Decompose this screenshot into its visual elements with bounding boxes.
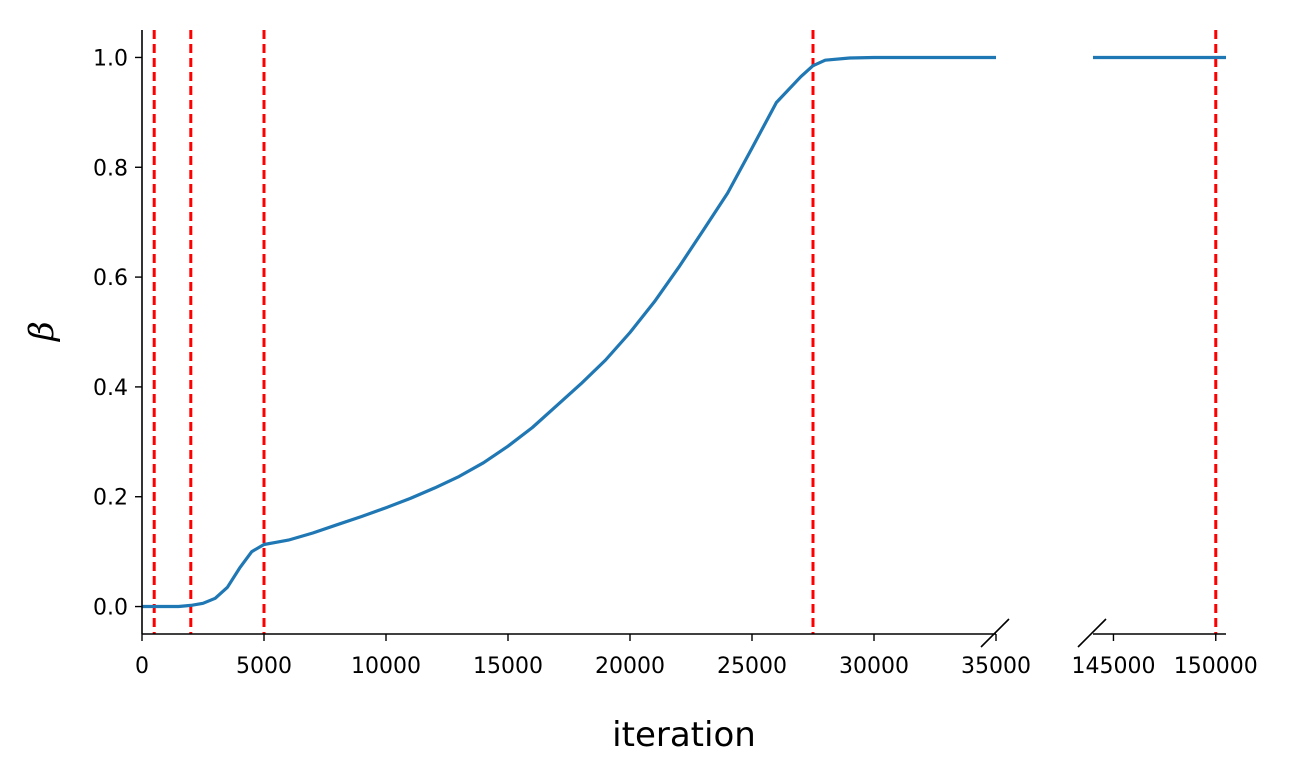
y-tick-label: 0.4 <box>93 376 128 401</box>
axis-break-mark-left <box>980 618 1010 648</box>
y-tick-label: 0.8 <box>93 156 128 181</box>
x-tick-label: 150000 <box>1174 654 1258 679</box>
x-axis-label: iteration <box>612 715 756 755</box>
axes <box>141 30 1226 648</box>
x-tick-label: 145000 <box>1071 654 1155 679</box>
tick-marks <box>135 56 1217 641</box>
y-tick-label: 0.0 <box>93 596 128 621</box>
x-tick-label: 35000 <box>961 654 1031 679</box>
y-tick-label: 0.2 <box>93 486 128 511</box>
x-tick-label: 0 <box>135 654 149 679</box>
tick-labels: 0.0 0.2 0.4 0.6 0.8 1.0 0 5000 10000 15000 20000 25… <box>93 46 1258 679</box>
vertical-reference-lines <box>152 30 1218 634</box>
axis-break-mark-right <box>1077 618 1107 648</box>
x-tick-label: 20000 <box>595 654 665 679</box>
y-tick-label: 0.6 <box>93 266 128 291</box>
series-line-segment-1 <box>142 55 996 609</box>
x-tick-label: 25000 <box>717 654 787 679</box>
series-layer <box>142 55 1226 609</box>
x-tick-label: 15000 <box>473 654 543 679</box>
x-tick-label: 10000 <box>351 654 421 679</box>
y-axis-label: β <box>22 321 62 343</box>
y-tick-label: 1.0 <box>93 46 128 71</box>
x-tick-label: 30000 <box>839 654 909 679</box>
x-tick-label: 5000 <box>236 654 292 679</box>
